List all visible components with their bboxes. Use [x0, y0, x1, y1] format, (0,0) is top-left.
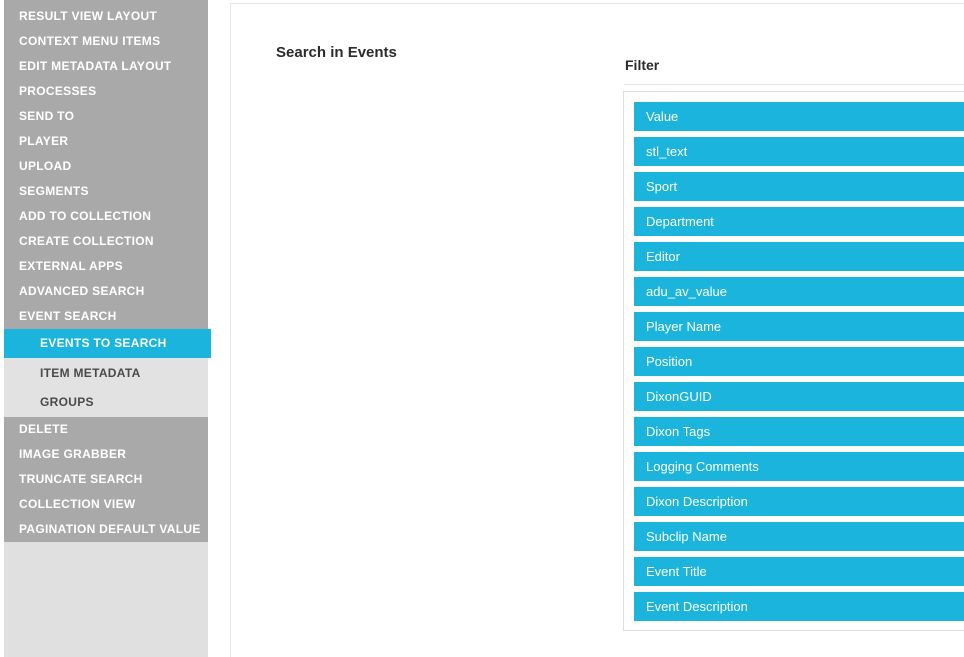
sidebar-item[interactable]: DELETE: [19, 422, 69, 436]
sidebar-item[interactable]: ADVANCED SEARCH: [19, 284, 145, 298]
sidebar-item[interactable]: EVENT SEARCH: [19, 309, 117, 323]
sidebar-item[interactable]: CREATE COLLECTION: [19, 234, 154, 248]
filter-option-button[interactable]: Logging Comments: [634, 452, 964, 481]
sidebar-item[interactable]: EXTERNAL APPS: [19, 259, 123, 273]
sidebar-nav-top: RESULT VIEW LAYOUT CONTEXT MENU ITEMS EDIT…: [4, 0, 208, 329]
sidebar-item[interactable]: CONTEXT MENU ITEMS: [19, 34, 161, 48]
sidebar-item[interactable]: IMAGE GRABBER: [19, 447, 127, 461]
sidebar-item[interactable]: SEGMENTS: [19, 184, 89, 198]
filter-section-label: Filter: [625, 57, 660, 73]
filter-option-button[interactable]: DixonGUID: [634, 382, 964, 411]
sidebar-item[interactable]: PROCESSES: [19, 84, 97, 98]
sidebar-item[interactable]: RESULT VIEW LAYOUT: [19, 9, 158, 23]
filter-option-button[interactable]: Editor: [634, 242, 964, 271]
sidebar-item[interactable]: UPLOAD: [19, 159, 72, 173]
sidebar-footer-spacer: [4, 542, 208, 657]
filter-options-list: Value stl_text Sport Department Editor adu_av…: [623, 91, 964, 631]
sidebar-item[interactable]: SEND TO: [19, 109, 75, 123]
sidebar-item[interactable]: TRUNCATE SEARCH: [19, 472, 143, 486]
sidebar-item[interactable]: EDIT METADATA LAYOUT: [19, 59, 172, 73]
sidebar-nav-bottom: DELETE IMAGE GRABBER TRUNCATE SEARCH COLLEC…: [4, 417, 208, 542]
filter-option-button[interactable]: Event Description: [634, 592, 964, 621]
filter-option-button[interactable]: Dixon Tags: [634, 417, 964, 446]
settings-sidebar: RESULT VIEW LAYOUT CONTEXT MENU ITEMS EDIT…: [4, 0, 211, 657]
sidebar-sub-item[interactable]: ITEM METADATA: [40, 366, 141, 380]
filter-option-button[interactable]: Department: [634, 207, 964, 236]
sidebar-item[interactable]: PLAYER: [19, 134, 69, 148]
filter-divider: [624, 84, 964, 85]
sidebar-sub-item[interactable]: GROUPS: [40, 395, 94, 409]
filter-option-button[interactable]: Event Title: [634, 557, 964, 586]
filter-option-button[interactable]: Value: [634, 102, 964, 131]
filter-option-button[interactable]: Dixon Description: [634, 487, 964, 516]
filter-option-button[interactable]: Position: [634, 347, 964, 376]
sidebar-item[interactable]: PAGINATION DEFAULT VALUE: [19, 522, 201, 536]
filter-option-button[interactable]: Subclip Name: [634, 522, 964, 551]
main-content-panel: Search in Events Filter Value stl_text Spo…: [230, 3, 964, 657]
filter-option-button[interactable]: adu_av_value: [634, 277, 964, 306]
sidebar-nav-sub: ITEM METADATA GROUPS: [4, 358, 208, 417]
page-title: Search in Events: [276, 44, 397, 61]
sidebar-item[interactable]: COLLECTION VIEW: [19, 497, 136, 511]
filter-option-button[interactable]: Sport: [634, 172, 964, 201]
filter-option-button[interactable]: stl_text: [634, 137, 964, 166]
sidebar-item-events-to-search-selected[interactable]: EVENTS TO SEARCH: [4, 329, 211, 358]
filter-option-button[interactable]: Player Name: [634, 312, 964, 341]
sidebar-item[interactable]: ADD TO COLLECTION: [19, 209, 152, 223]
